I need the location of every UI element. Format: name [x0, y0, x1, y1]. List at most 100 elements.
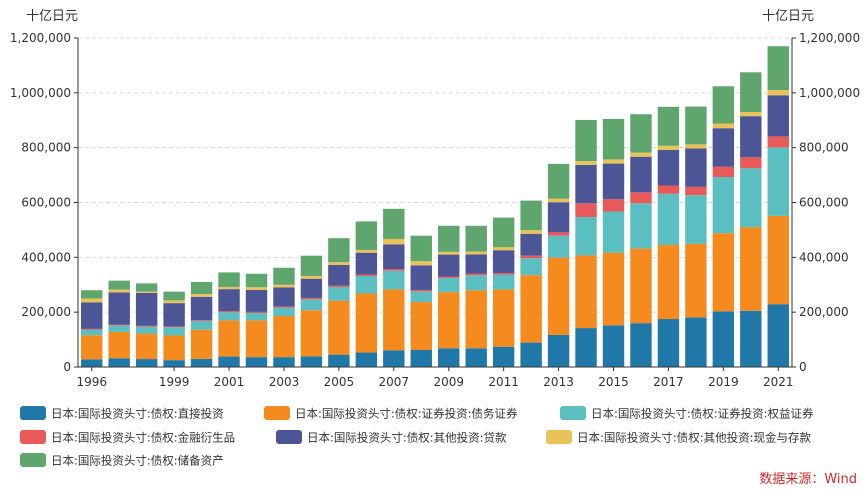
bar-segment[interactable]: 2005 日本:国际投资头寸:债权:金融衍生品: 5,000	[328, 285, 350, 287]
bar-segment[interactable]: 2010 日本:国际投资头寸:债权:储备资产: 94,000	[465, 225, 487, 252]
bar-segment[interactable]: 2005 日本:国际投资头寸:债权:储备资产: 88,000	[328, 238, 350, 263]
bar-segment[interactable]: 2003 日本:国际投资头寸:债权:证券投资:债务证券: 150,000	[273, 316, 295, 358]
legend-item[interactable]: 日本:国际投资头寸:债权:其他投资:现金与存款	[546, 430, 811, 445]
bar-segment[interactable]: 2014 日本:国际投资头寸:债权:证券投资:债务证券: 265,000	[575, 255, 597, 329]
bar-segment[interactable]: 1998 日本:国际投资头寸:债权:金融衍生品: 3,000	[135, 325, 158, 327]
bar-segment[interactable]: 2008 日本:国际投资头寸:债权:证券投资:债务证券: 175,000	[410, 302, 432, 351]
bar-segment[interactable]: 2019 日本:国际投资头寸:债权:其他投资:现金与存款: 17,000	[712, 123, 735, 129]
bar-segment[interactable]: 1997 日本:国际投资头寸:债权:直接投资: 32,000	[108, 358, 130, 367]
bar-segment[interactable]: 2011 日本:国际投资头寸:债权:证券投资:债务证券: 209,000	[492, 289, 515, 347]
bar-segment[interactable]: 1997 日本:国际投资头寸:债权:其他投资:现金与存款: 10,000	[108, 289, 130, 293]
bar-segment[interactable]: 2014 日本:国际投资头寸:债权:直接投资: 142,000	[575, 328, 597, 367]
bar-segment[interactable]: 2006 日本:国际投资头寸:债权:其他投资:现金与存款: 10,000	[355, 249, 378, 253]
bar-segment[interactable]: 2018 日本:国际投资头寸:债权:证券投资:债务证券: 268,000	[685, 243, 707, 318]
bar-segment[interactable]: 2001 日本:国际投资头寸:债权:直接投资: 38,000	[218, 356, 240, 367]
bar-segment[interactable]: 2014 日本:国际投资头寸:债权:证券投资:权益证券: 140,000	[575, 217, 597, 256]
bar-segment[interactable]: 2001 日本:国际投资头寸:债权:金融衍生品: 4,000	[218, 311, 240, 313]
bar-segment[interactable]: 2005 日本:国际投资头寸:债权:其他投资:现金与存款: 10,000	[328, 262, 350, 266]
bar-segment[interactable]: 2021 日本:国际投资头寸:债权:其他投资:现金与存款: 19,000	[767, 90, 789, 96]
bar-segment[interactable]: 2013 日本:国际投资头寸:债权:储备资产: 127,000	[547, 163, 570, 199]
legend-item[interactable]: 日本:国际投资头寸:债权:直接投资	[20, 406, 224, 421]
bar-segment[interactable]: 2017 日本:国际投资头寸:债权:金融衍生品: 30,000	[657, 185, 680, 194]
bar-segment[interactable]: 2008 日本:国际投资头寸:债权:其他投资:现金与存款: 15,000	[410, 261, 432, 266]
bar-segment[interactable]: 2011 日本:国际投资头寸:债权:直接投资: 74,000	[492, 346, 515, 367]
bar-segment[interactable]: 2016 日本:国际投资头寸:债权:其他投资:贷款: 130,000	[630, 156, 652, 193]
bar-segment[interactable]: 2011 日本:国际投资头寸:债权:其他投资:现金与存款: 11,000	[492, 247, 515, 251]
bar-segment[interactable]: 2000 日本:国际投资头寸:债权:直接投资: 30,000	[190, 358, 213, 367]
bar-segment[interactable]: 2016 日本:国际投资头寸:债权:证券投资:权益证券: 165,000	[630, 203, 652, 249]
legend[interactable]: 日本:国际投资头寸:债权:直接投资 日本:国际投资头寸:债权:证券投资:债务证券日…	[20, 406, 814, 468]
bar-segment[interactable]: 2002 日本:国际投资头寸:债权:证券投资:债务证券: 134,000	[245, 320, 268, 358]
bar-segment[interactable]: 2014 日本:国际投资头寸:债权:其他投资:现金与存款: 14,000	[575, 161, 597, 165]
bar-segment[interactable]: 2010 日本:国际投资头寸:债权:证券投资:债务证券: 212,000	[465, 290, 487, 349]
bar-segment[interactable]: 2015 日本:国际投资头寸:债权:其他投资:现金与存款: 15,000	[602, 159, 625, 164]
bar-segment[interactable]: 2010 日本:国际投资头寸:债权:其他投资:现金与存款: 10,000	[465, 251, 487, 255]
bar-segment[interactable]: 2017 日本:国际投资头寸:债权:其他投资:贷款: 130,000	[657, 149, 680, 186]
bar-segment[interactable]: 2012 日本:国际投资头寸:债权:其他投资:贷款: 80,000	[520, 233, 542, 256]
bar-segment[interactable]: 2007 日本:国际投资头寸:债权:储备资产: 110,000	[383, 208, 405, 239]
bar-segment[interactable]: 2011 日本:国际投资头寸:债权:金融衍生品: 6,000	[492, 272, 515, 275]
bar-segment[interactable]: 2002 日本:国际投资头寸:债权:证券投资:权益证券: 27,000	[245, 312, 268, 321]
bar-segment[interactable]: 2019 日本:国际投资头寸:债权:直接投资: 203,000	[712, 311, 735, 367]
bar-segment[interactable]: 2004 日本:国际投资头寸:债权:证券投资:权益证券: 40,000	[300, 299, 323, 311]
bar-segment[interactable]: 2018 日本:国际投资头寸:债权:金融衍生品: 30,000	[685, 186, 707, 196]
bar-segment[interactable]: 2017 日本:国际投资头寸:债权:直接投资: 175,000	[657, 319, 680, 367]
bar-segment[interactable]: 2000 日本:国际投资头寸:债权:其他投资:现金与存款: 10,000	[190, 294, 213, 297]
bar-segment[interactable]: 2003 日本:国际投资头寸:债权:其他投资:贷款: 70,000	[273, 287, 295, 307]
bar-segment[interactable]: 1996 日本:国际投资头寸:债权:储备资产: 30,000	[81, 290, 103, 299]
bar-segment[interactable]: 2016 日本:国际投资头寸:债权:其他投资:现金与存款: 15,000	[630, 152, 652, 157]
legend-item[interactable]: 日本:国际投资头寸:债权:储备资产	[20, 453, 224, 468]
bar-segment[interactable]: 1998 日本:国际投资头寸:债权:证券投资:权益证券: 25,000	[135, 326, 158, 334]
bar-segment[interactable]: 2002 日本:国际投资头寸:债权:储备资产: 49,000	[245, 273, 268, 288]
bar-segment[interactable]: 2004 日本:国际投资头寸:债权:证券投资:债务证券: 168,000	[300, 310, 323, 357]
bar-segment[interactable]: 2000 日本:国际投资头寸:债权:储备资产: 44,000	[190, 282, 213, 295]
bar-segment[interactable]: 2004 日本:国际投资头寸:债权:其他投资:现金与存款: 10,000	[300, 275, 323, 279]
bar-segment[interactable]: 2020 日本:国际投资头寸:债权:金融衍生品: 40,000	[740, 157, 762, 169]
bar-segment[interactable]: 1999 日本:国际投资头寸:债权:直接投资: 25,000	[163, 360, 185, 367]
bar-segment[interactable]: 2008 日本:国际投资头寸:债权:证券投资:权益证券: 39,000	[410, 291, 432, 303]
bar-segment[interactable]: 2019 日本:国际投资头寸:债权:其他投资:贷款: 140,000	[712, 128, 735, 167]
bar-segment[interactable]: 1996 日本:国际投资头寸:债权:金融衍生品: 3,000	[81, 328, 103, 330]
bar-segment[interactable]: 2010 日本:国际投资头寸:债权:其他投资:贷款: 70,000	[465, 254, 487, 274]
bar-segment[interactable]: 1997 日本:国际投资头寸:债权:储备资产: 33,000	[108, 280, 130, 290]
bar-segment[interactable]: 2018 日本:国际投资头寸:债权:其他投资:现金与存款: 15,000	[685, 144, 707, 149]
bar-segment[interactable]: 1999 日本:国际投资头寸:债权:金融衍生品: 3,000	[163, 326, 185, 328]
bar-segment[interactable]: 2019 日本:国际投资头寸:债权:金融衍生品: 38,000	[712, 166, 735, 178]
bar-segment[interactable]: 2000 日本:国际投资头寸:债权:证券投资:债务证券: 106,000	[190, 329, 213, 359]
bar-segment[interactable]: 1999 日本:国际投资头寸:债权:储备资产: 32,000	[163, 291, 185, 301]
bar-segment[interactable]: 2001 日本:国际投资头寸:债权:证券投资:债务证券: 132,000	[218, 320, 240, 357]
bar-segment[interactable]: 2007 日本:国际投资头寸:债权:其他投资:贷款: 90,000	[383, 244, 405, 270]
bar-segment[interactable]: 1996 日本:国际投资头寸:债权:证券投资:债务证券: 88,000	[81, 335, 103, 360]
bar-segment[interactable]: 2018 日本:国际投资头寸:债权:其他投资:贷款: 140,000	[685, 148, 707, 187]
bar-segment[interactable]: 2021 日本:国际投资头寸:债权:储备资产: 160,000	[767, 46, 789, 91]
bar-segment[interactable]: 2008 日本:国际投资头寸:债权:储备资产: 93,000	[410, 235, 432, 262]
bar-segment[interactable]: 2004 日本:国际投资头寸:债权:直接投资: 39,000	[300, 356, 323, 367]
bar-segment[interactable]: 2009 日本:国际投资头寸:债权:其他投资:贷款: 80,000	[438, 254, 460, 277]
bar-segment[interactable]: 2020 日本:国际投资头寸:债权:证券投资:债务证券: 305,000	[740, 227, 762, 311]
bar-segment[interactable]: 2003 日本:国际投资头寸:债权:直接投资: 36,000	[273, 357, 295, 367]
bar-segment[interactable]: 2019 日本:国际投资头寸:债权:储备资产: 136,000	[712, 86, 735, 124]
bar-segment[interactable]: 2013 日本:国际投资头寸:债权:金融衍生品: 12,000	[547, 232, 570, 236]
bar-segment[interactable]: 2014 日本:国际投资头寸:债权:其他投资:贷款: 140,000	[575, 164, 597, 204]
bar-segment[interactable]: 2015 日本:国际投资头寸:债权:其他投资:贷款: 130,000	[602, 163, 625, 200]
bar-segment[interactable]: 1996 日本:国际投资头寸:债权:证券投资:权益证券: 20,000	[81, 329, 103, 336]
bar-segment[interactable]: 2021 日本:国际投资头寸:债权:直接投资: 229,000	[767, 304, 789, 367]
bar-segment[interactable]: 2020 日本:国际投资头寸:债权:直接投资: 205,000	[740, 310, 762, 367]
bar-segment[interactable]: 2012 日本:国际投资头寸:债权:金融衍生品: 9,000	[520, 255, 542, 259]
bar-segment[interactable]: 1999 日本:国际投资头寸:债权:证券投资:权益证券: 30,000	[163, 327, 185, 336]
bar-segment[interactable]: 2017 日本:国际投资头寸:债权:其他投资:现金与存款: 15,000	[657, 145, 680, 150]
bar-segment[interactable]: 1998 日本:国际投资头寸:债权:其他投资:贷款: 120,000	[135, 292, 158, 326]
bar-segment[interactable]: 2014 日本:国际投资头寸:债权:储备资产: 150,000	[575, 119, 597, 162]
bar-segment[interactable]: 2006 日本:国际投资头寸:债权:储备资产: 104,000	[355, 221, 378, 250]
bar-segment[interactable]: 2001 日本:国际投资头寸:债权:其他投资:现金与存款: 8,000	[218, 286, 240, 290]
bar-segment[interactable]: 1998 日本:国际投资头寸:债权:储备资产: 30,000	[135, 283, 158, 292]
bar-segment[interactable]: 2007 日本:国际投资头寸:债权:其他投资:现金与存款: 20,000	[383, 238, 405, 245]
bar-segment[interactable]: 2017 日本:国际投资头寸:债权:储备资产: 142,000	[657, 106, 680, 146]
bar-segment[interactable]: 2012 日本:国际投资头寸:债权:直接投资: 89,000	[520, 342, 542, 367]
bar-segment[interactable]: 2008 日本:国际投资头寸:债权:其他投资:贷款: 90,000	[410, 265, 432, 290]
bar-segment[interactable]: 2001 日本:国际投资头寸:债权:其他投资:贷款: 80,000	[218, 289, 240, 312]
bar-segment[interactable]: 2021 日本:国际投资头寸:债权:其他投资:贷款: 150,000	[767, 95, 789, 137]
bar-segment[interactable]: 2006 日本:国际投资头寸:债权:其他投资:贷款: 80,000	[355, 252, 378, 275]
bar-segment[interactable]: 1997 日本:国际投资头寸:债权:金融衍生品: 3,000	[108, 324, 130, 326]
bar-segment[interactable]: 2020 日本:国际投资头寸:债权:其他投资:贷款: 150,000	[740, 116, 762, 158]
